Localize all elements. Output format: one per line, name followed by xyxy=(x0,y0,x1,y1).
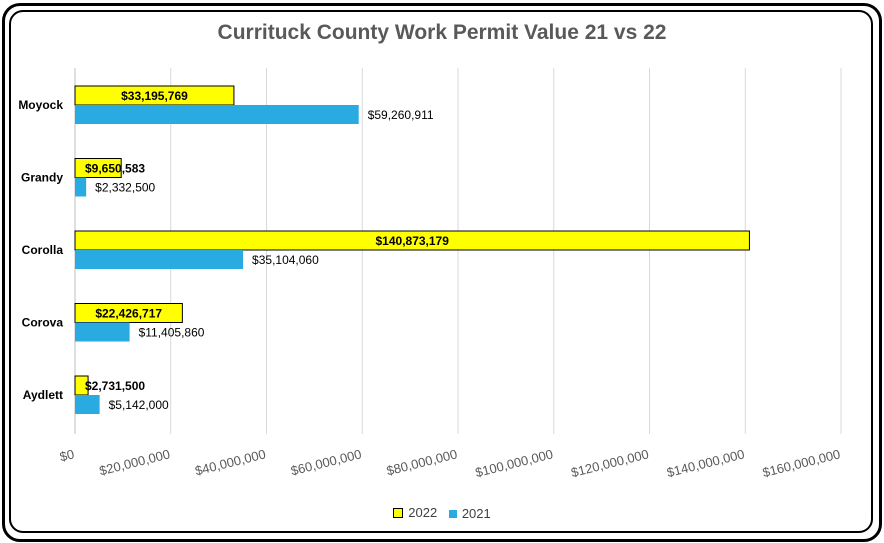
bar-2021 xyxy=(75,105,359,124)
bar-2022 xyxy=(74,158,122,178)
bar-2021 xyxy=(75,250,244,269)
data-label-2022: $140,873,179 xyxy=(376,234,450,248)
bar-2021 xyxy=(75,322,130,342)
x-tick-label: $80,000,000 xyxy=(385,446,459,478)
data-label-2021: $11,405,860 xyxy=(139,326,205,340)
bar-2022 xyxy=(74,230,750,251)
data-label-2021: $2,332,500 xyxy=(95,181,155,195)
legend-swatch-2021 xyxy=(448,509,457,518)
data-label-2021: $5,142,000 xyxy=(109,398,169,412)
category-label: Aydlett xyxy=(23,388,63,402)
bar-2021 xyxy=(75,395,100,414)
x-tick-label: $60,000,000 xyxy=(289,446,363,478)
category-label: Moyock xyxy=(18,98,63,112)
legend-item-2021: 2021 xyxy=(448,506,491,521)
data-label-2022: $2,731,500 xyxy=(85,379,145,393)
category-label: Corova xyxy=(22,316,64,330)
data-label-2022: $33,195,769 xyxy=(121,89,188,103)
legend-swatch-2022 xyxy=(393,507,404,518)
data-label-2021: $35,104,060 xyxy=(252,253,319,267)
category-label: Grandy xyxy=(21,171,63,185)
legend-label-2021: 2021 xyxy=(461,506,491,521)
bar-2021 xyxy=(75,177,87,197)
data-label-2021: $59,260,911 xyxy=(368,108,434,122)
legend-item-2022: 2022 xyxy=(393,505,437,520)
x-tick-label: $160,000,000 xyxy=(761,446,842,480)
x-tick-label: $140,000,000 xyxy=(665,446,746,480)
chart-title: Currituck County Work Permit Value 21 vs… xyxy=(217,21,667,44)
x-tick-label: $0 xyxy=(58,446,76,464)
x-tick-label: $40,000,000 xyxy=(193,446,267,478)
x-tick-label: $120,000,000 xyxy=(569,446,650,480)
x-tick-label: $100,000,000 xyxy=(474,446,555,480)
chart-legend: 2022 2021 xyxy=(0,505,884,521)
data-label-2022: $9,650,583 xyxy=(85,162,145,176)
x-tick-label: $20,000,000 xyxy=(98,446,172,478)
data-label-2022: $22,426,717 xyxy=(95,307,162,321)
category-label: Corolla xyxy=(22,243,64,257)
legend-label-2022: 2022 xyxy=(408,505,438,520)
